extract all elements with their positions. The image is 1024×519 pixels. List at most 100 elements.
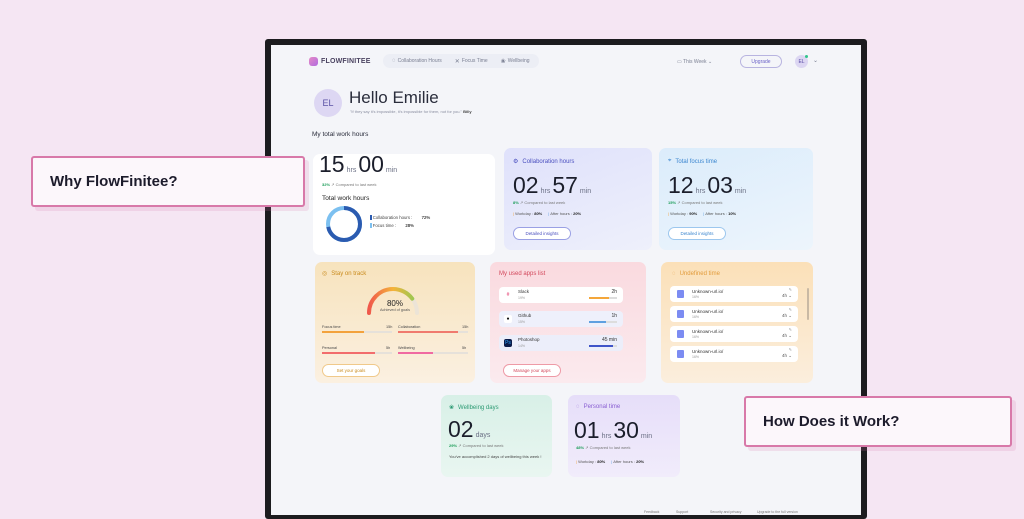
- app-screen: FLOWFINITEE ◌ Collaboration Hours ✕ Focus …: [271, 45, 861, 515]
- edit-icon[interactable]: ✎: [788, 307, 792, 312]
- logo-text: FLOWFINITEE: [321, 58, 371, 65]
- section-title: My total work hours: [312, 131, 369, 138]
- wellbeing-note: You've accomplished 2 days of wellbeing …: [449, 454, 542, 459]
- app-time: 1h: [611, 313, 617, 319]
- goal-value: 15h: [386, 325, 393, 329]
- app-row[interactable]: # Slack 19% 2h: [499, 287, 623, 303]
- url-name: Unknown-url.io/: [692, 289, 724, 294]
- goal-progress-bar: [322, 331, 392, 333]
- collaboration-card: ⚙ Collaboration hours 02 hrs 57 min 8% ↗ Com…: [504, 148, 652, 250]
- focus-icon: ✕: [454, 58, 460, 65]
- collaboration-stats: | Workday : 80% | After hours : 20%: [513, 211, 582, 216]
- list-scrollbar[interactable]: [807, 288, 809, 320]
- document-icon: [677, 350, 684, 358]
- wellbeing-title: ❀ Wellbeing days: [449, 404, 499, 412]
- calendar-icon: ▭: [677, 59, 684, 65]
- upgrade-button[interactable]: Upgrade: [740, 55, 782, 68]
- personal-time-card: ◌ Personal time 01 hrs 30 min 48% ↗ Compared…: [568, 395, 680, 477]
- edit-icon[interactable]: ✎: [788, 347, 792, 352]
- donut-legend: Collaboration hours : 72% Focus time : 2…: [370, 214, 430, 230]
- footer-feedback[interactable]: Feedback: [644, 510, 660, 514]
- greeting-title: Hello Emilie: [349, 88, 439, 107]
- quote-author: Billy: [463, 109, 472, 114]
- greeting-quote: "If they say it's impossible, it's impos…: [350, 109, 472, 114]
- period-selector[interactable]: ▭ This Week ⌄: [677, 59, 713, 65]
- undefined-url-row[interactable]: Unknown-url.io/16% ✎ 4h ⌄: [670, 326, 798, 342]
- app-logo[interactable]: FLOWFINITEE: [309, 57, 371, 66]
- goal-progress-fill: [398, 331, 458, 333]
- used-apps-card: My used apps list # Slack 19% 2h ● Github 15% 1…: [490, 262, 646, 383]
- set-goals-button[interactable]: Set your goals: [322, 364, 380, 377]
- url-time: 4h ⌄: [781, 313, 792, 318]
- app-time: 2h: [611, 289, 617, 295]
- top-tabs: ◌ Collaboration Hours ✕ Focus Time ❀ Wellbe…: [383, 54, 539, 68]
- url-time: 4h ⌄: [781, 333, 792, 338]
- goal-value: 5h: [462, 346, 467, 350]
- chevron-down-icon: ⌄: [707, 59, 713, 65]
- why-flowfinitee-callout[interactable]: Why FlowFinitee?: [31, 156, 305, 207]
- undefined-time-card: ◌ Undefined time Unknown-url.io/16% ✎ 4h ⌄ U…: [661, 262, 813, 383]
- url-percent: 16%: [692, 335, 700, 339]
- app-usage-fill: [589, 345, 613, 347]
- collaboration-insights-button[interactable]: Detailed insights: [513, 227, 571, 240]
- goal-progress-bar: [398, 331, 468, 333]
- app-name: Github: [518, 313, 532, 318]
- goals-gauge: [367, 287, 419, 315]
- goal-label: Focus time: [322, 325, 341, 329]
- hourglass-icon: ◌: [672, 271, 676, 277]
- app-name: Photoshop: [518, 337, 540, 342]
- focus-stats: | Workday : 90% | After hours : 10%: [668, 211, 737, 216]
- footer-upgrade[interactable]: Upgrade to the full version: [757, 510, 798, 514]
- focus-insights-button[interactable]: Detailed insights: [668, 227, 726, 240]
- online-status-dot: [805, 55, 808, 58]
- focus-change: 15% ↗ Compared to last week: [668, 200, 723, 205]
- undefined-url-row[interactable]: Unknown-url.io/16% ✎ 4h ⌄: [670, 306, 798, 322]
- goal-progress-bar: [322, 352, 392, 354]
- url-percent: 16%: [692, 295, 700, 299]
- collaboration-icon: ⚙: [513, 159, 519, 165]
- url-name: Unknown-url.io/: [692, 349, 724, 354]
- wellbeing-value: 02 days: [448, 416, 491, 442]
- how-it-works-callout[interactable]: How Does it Work?: [744, 396, 1012, 447]
- total-hours-value: 15 hrs 00 min: [319, 151, 398, 177]
- document-icon: [677, 290, 684, 298]
- personal-title: ◌ Personal time: [576, 404, 621, 410]
- footer-security[interactable]: Security and privacy: [710, 510, 742, 514]
- github-icon: ●: [504, 315, 512, 323]
- app-name: Slack: [518, 289, 530, 294]
- track-title: ◎ Stay on track: [322, 270, 367, 278]
- greeting-avatar: EL: [314, 89, 342, 117]
- url-time: 4h ⌄: [781, 353, 792, 358]
- work-split-donut: [326, 206, 362, 242]
- collaboration-change: 8% ↗ Compared to last week: [513, 200, 566, 205]
- user-avatar[interactable]: EL: [795, 55, 808, 68]
- app-row[interactable]: Ps Photoshop 14% 45 min: [499, 335, 623, 351]
- url-name: Unknown-url.io/: [692, 329, 724, 334]
- app-row[interactable]: ● Github 15% 1h: [499, 311, 623, 327]
- slack-icon: #: [504, 291, 512, 299]
- tab-wellbeing[interactable]: ❀ Wellbeing: [500, 58, 530, 65]
- edit-icon[interactable]: ✎: [788, 287, 792, 292]
- collaboration-value: 02 hrs 57 min: [513, 172, 592, 198]
- edit-icon[interactable]: ✎: [788, 327, 792, 332]
- app-usage-bar: [589, 345, 617, 347]
- manage-apps-button[interactable]: Manage your apps: [503, 364, 561, 377]
- total-hours-card: 15 hrs 00 min 32% ↗ Compared to last week T…: [313, 151, 495, 255]
- undefined-url-row[interactable]: Unknown-url.io/16% ✎ 4h ⌄: [670, 346, 798, 362]
- account-menu-chevron-icon[interactable]: ⌄: [813, 58, 819, 64]
- footer-support[interactable]: Support: [676, 510, 689, 514]
- goal-progress-fill: [322, 331, 364, 333]
- goal-progress-fill: [322, 352, 375, 354]
- app-percent: 15%: [518, 320, 526, 324]
- chevron-down-icon: ⌄: [788, 313, 792, 318]
- goal-value: 15h: [462, 325, 469, 329]
- url-name: Unknown-url.io/: [692, 309, 724, 314]
- tab-focus-time[interactable]: ✕ Focus Time: [454, 58, 488, 65]
- url-time: 4h ⌄: [781, 293, 792, 298]
- undefined-url-row[interactable]: Unknown-url.io/16% ✎ 4h ⌄: [670, 286, 798, 302]
- goal-progress-bar: [398, 352, 468, 354]
- document-icon: [677, 330, 684, 338]
- lotus-icon: ❀: [449, 405, 455, 411]
- legend-collaboration: Collaboration hours : 72%: [370, 214, 430, 222]
- tab-collaboration-hours[interactable]: ◌ Collaboration Hours: [392, 58, 442, 64]
